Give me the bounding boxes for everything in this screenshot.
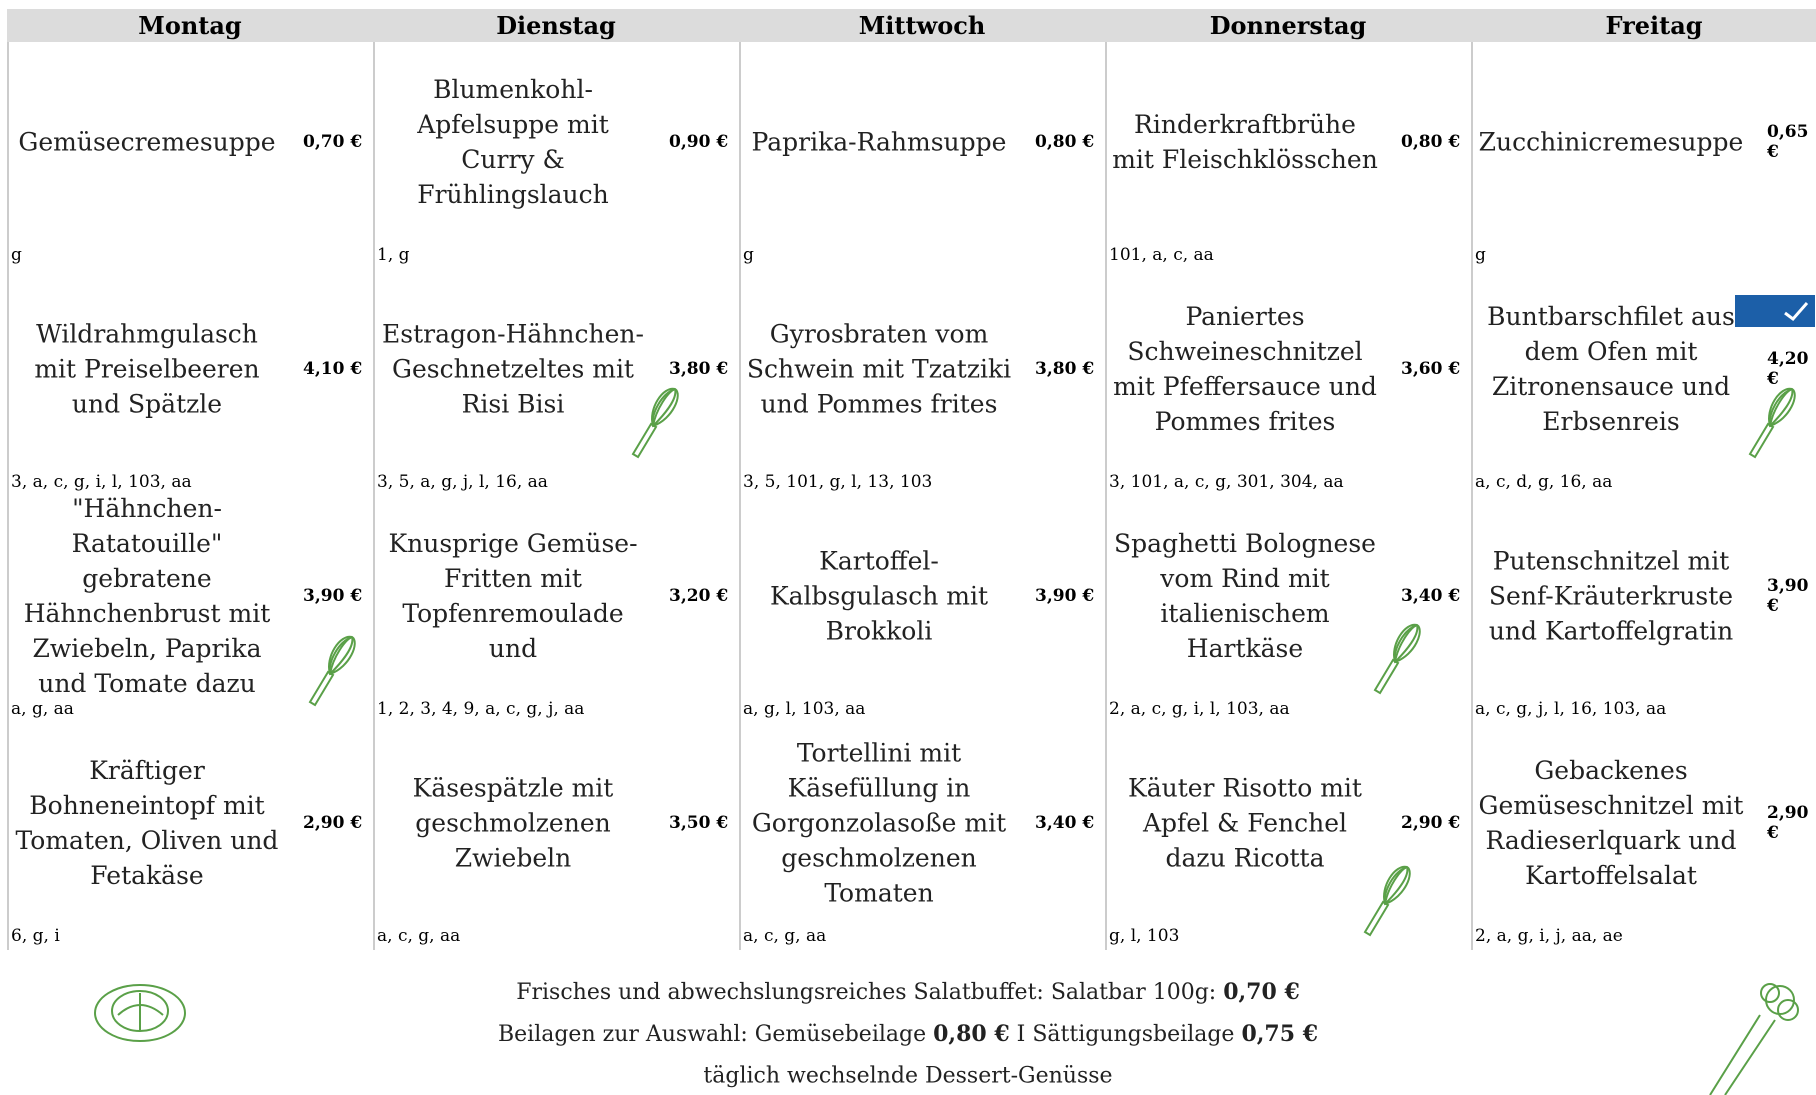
msc-logo xyxy=(1735,295,1815,327)
column-separator xyxy=(1471,42,1473,950)
allergens: 2, a, c, g, i, l, 103, aa xyxy=(1109,699,1290,719)
footer-text: I Sättigungsbeilage xyxy=(1016,1022,1235,1047)
dish-price: 0,80 € xyxy=(1035,132,1095,152)
allergens: 6, g, i xyxy=(11,926,60,946)
footer-text: Frisches und abwechslungsreiches Salatbu… xyxy=(516,980,1217,1005)
footer-text: Beilagen zur Auswahl: Gemüsebeilage xyxy=(497,1022,927,1047)
allergens: g xyxy=(743,245,754,265)
column-separator xyxy=(373,42,375,950)
column-separator xyxy=(739,42,741,950)
whisk-icon xyxy=(623,384,683,459)
allergens: a, c, d, g, 16, aa xyxy=(1475,472,1613,492)
footer-line: Frisches und abwechslungsreiches Salatbu… xyxy=(0,979,1816,1005)
day-header: Montag xyxy=(7,9,373,42)
column-separator xyxy=(7,42,9,950)
column-separator xyxy=(1105,42,1107,950)
dish-price: 3,40 € xyxy=(1035,813,1095,833)
dish-price: 3,60 € xyxy=(1401,359,1461,379)
dish-price: 3,20 € xyxy=(669,586,729,606)
dish-name: "Hähnchen-Ratatouille" gebratene Hähnche… xyxy=(23,494,271,698)
day-header: Donnerstag xyxy=(1105,9,1471,42)
allergens: 1, g xyxy=(377,245,410,265)
allergens: 3, 5, a, g, j, l, 16, aa xyxy=(377,472,548,492)
allergens: g xyxy=(1475,245,1486,265)
dish-name: Paniertes Schweineschnitzel mit Pfeffers… xyxy=(1113,302,1377,436)
allergens: 2, a, g, i, j, aa, ae xyxy=(1475,926,1623,946)
day-header: Dienstag xyxy=(373,9,739,42)
dish-name: Kartoffel-Kalbsgulasch mit Brokkoli xyxy=(769,546,989,646)
footer-line: täglich wechselnde Dessert-Genüsse xyxy=(0,1064,1816,1089)
dish-name: Kräftiger Bohneneintopf mit Tomaten, Oli… xyxy=(15,756,279,890)
dish-price: 0,70 € xyxy=(303,132,363,152)
allergens: g, l, 103 xyxy=(1109,926,1180,946)
allergens: 3, a, c, g, i, l, 103, aa xyxy=(11,472,192,492)
dish-name: Buntbarschfilet aus dem Ofen mit Zitrone… xyxy=(1487,302,1735,436)
whisk-icon xyxy=(1740,384,1800,459)
allergens: 1, 2, 3, 4, 9, a, c, g, j, aa xyxy=(377,699,585,719)
dish-price: 3,90 € xyxy=(1035,586,1095,606)
footer-text: täglich wechselnde Dessert-Genüsse xyxy=(703,1063,1113,1089)
footer-price: 0,70 € xyxy=(1223,979,1300,1005)
dish-name: Käuter Risotto mit Apfel & Fenchel dazu … xyxy=(1128,773,1362,873)
dish-name: Wildrahmgulasch mit Preiselbeeren und Sp… xyxy=(34,319,260,419)
dish-name: Estragon-Hähnchen-Geschnetzeltes mit Ris… xyxy=(382,319,644,419)
allergens: a, c, g, aa xyxy=(743,926,827,946)
dish-price: 3,90 € xyxy=(1767,576,1809,616)
day-header: Mittwoch xyxy=(739,9,1105,42)
allergens: 101, a, c, aa xyxy=(1109,245,1214,265)
dish-name: Gemüsecremesuppe xyxy=(18,127,276,157)
dish-price: 3,80 € xyxy=(1035,359,1095,379)
dish-name: Blumenkohl-Apfelsuppe mit Curry & Frühli… xyxy=(417,75,609,209)
day-header: Freitag xyxy=(1471,9,1816,42)
dish-name: Gyrosbraten vom Schwein mit Tzatziki und… xyxy=(746,319,1012,419)
dish-name: Putenschnitzel mit Senf-Kräuterkruste un… xyxy=(1488,546,1734,646)
allergens: a, c, g, j, l, 16, 103, aa xyxy=(1475,699,1667,719)
dish-price: 4,20 € xyxy=(1767,349,1809,389)
cabbage-icon xyxy=(94,984,186,1042)
footer-line: Beilagen zur Auswahl: Gemüsebeilage 0,80… xyxy=(0,1021,1816,1047)
dish-name: Tortellini mit Käsefüllung in Gorgonzola… xyxy=(751,738,1007,908)
dish-price: 3,80 € xyxy=(669,359,729,379)
dish-price: 2,90 € xyxy=(1401,813,1461,833)
dish-price: 3,50 € xyxy=(669,813,729,833)
dish-name: Rinderkraftbrühe mit Fleischklösschen xyxy=(1112,110,1378,174)
whisk-icon xyxy=(1355,862,1415,937)
dish-name: Knusprige Gemüse-Fritten mit Topfenremou… xyxy=(388,529,638,663)
allergens: a, c, g, aa xyxy=(377,926,461,946)
dish-price: 3,90 € xyxy=(303,586,363,606)
dish-name: Gebackenes Gemüseschnitzel mit Radieserl… xyxy=(1478,756,1744,890)
allergens: a, g, aa xyxy=(11,699,74,719)
carrot-icon xyxy=(1709,983,1799,1095)
dish-price: 2,90 € xyxy=(1767,803,1809,843)
allergens: 3, 5, 101, g, l, 13, 103 xyxy=(743,472,933,492)
allergens: g xyxy=(11,245,22,265)
dish-price: 0,65 € xyxy=(1767,122,1809,162)
dish-name: Zucchinicremesuppe xyxy=(1478,127,1744,157)
dish-name: Paprika-Rahmsuppe xyxy=(751,127,1007,157)
dish-price: 0,90 € xyxy=(669,132,729,152)
footer-price: 0,80 € xyxy=(933,1021,1010,1047)
dish-price: 0,80 € xyxy=(1401,132,1461,152)
dish-price: 2,90 € xyxy=(303,813,363,833)
footer-price: 0,75 € xyxy=(1241,1021,1319,1047)
dish-name: Käsespätzle mit geschmolzenen Zwiebeln xyxy=(412,773,614,873)
dish-price: 4,10 € xyxy=(303,359,363,379)
whisk-icon xyxy=(1365,620,1425,695)
allergens: 3, 101, a, c, g, 301, 304, aa xyxy=(1109,472,1344,492)
dish-price: 3,40 € xyxy=(1401,586,1461,606)
allergens: a, g, l, 103, aa xyxy=(743,699,866,719)
whisk-icon xyxy=(300,632,360,707)
dish-name: Spaghetti Bolognese vom Rind mit italien… xyxy=(1114,529,1376,663)
